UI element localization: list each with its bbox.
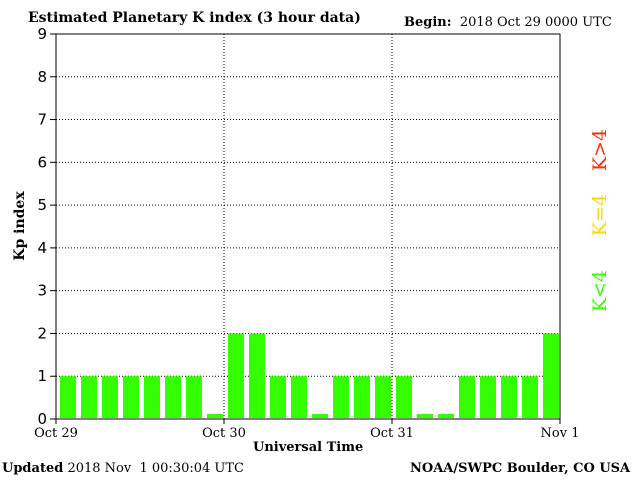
- x-tick-label: Oct 29: [34, 426, 78, 441]
- x-tick-label: Nov 1: [541, 426, 580, 441]
- y-tick-label: 3: [37, 282, 47, 300]
- kp-bar: [228, 333, 244, 418]
- y-tick-label: 7: [37, 111, 47, 129]
- kp-bar: [543, 333, 559, 418]
- begin-info: Begin: 2018 Oct 29 0000 UTC: [404, 15, 612, 30]
- kp-bar: [354, 376, 370, 418]
- kp-bar: [312, 414, 328, 418]
- y-tick-label: 5: [37, 196, 47, 214]
- legend-k-equal-4: K=4: [589, 193, 611, 237]
- y-tick-label: 6: [37, 153, 47, 171]
- chart-title: Estimated Planetary K index (3 hour data…: [28, 10, 361, 26]
- y-tick-label: 9: [37, 25, 47, 43]
- kp-bar: [144, 376, 160, 418]
- y-axis-ticks: 0 1 2 3 4 5 6 7 8 9: [37, 25, 56, 428]
- kp-bar: [375, 376, 391, 418]
- updated-info: Updated 2018 Nov 1 00:30:04 UTC: [2, 461, 244, 476]
- y-tick-label: 4: [37, 239, 47, 257]
- kp-bar: [438, 414, 454, 418]
- kp-bar: [207, 414, 223, 418]
- updated-value: 2018 Nov 1 00:30:04 UTC: [67, 461, 244, 476]
- y-tick-label: 8: [37, 68, 47, 86]
- y-tick-label: 0: [37, 410, 47, 428]
- legend-k-above-4: K>4: [589, 128, 611, 172]
- bars: [60, 333, 559, 418]
- kp-bar: [459, 376, 475, 418]
- x-tick-label: Oct 31: [370, 426, 414, 441]
- grid-lines: [56, 34, 560, 419]
- kp-bar: [165, 376, 181, 418]
- kp-bar: [102, 376, 118, 418]
- credit: NOAA/SWPC Boulder, CO USA: [410, 461, 631, 476]
- kp-bar: [123, 376, 139, 418]
- kp-bar: [291, 376, 307, 418]
- y-tick-label: 1: [37, 367, 47, 385]
- kp-bar: [270, 376, 286, 418]
- legend-k-below-4: K<4: [589, 269, 611, 313]
- kp-bar: [186, 376, 202, 418]
- kp-bar: [333, 376, 349, 418]
- y-axis-label: Kp index: [12, 191, 28, 261]
- begin-value: 2018 Oct 29 0000 UTC: [459, 15, 612, 30]
- kp-bar: [501, 376, 517, 418]
- kp-bar: [396, 376, 412, 418]
- plot-frame: [55, 33, 561, 420]
- updated-label: Updated: [2, 461, 64, 476]
- x-axis-label: Universal Time: [253, 440, 364, 455]
- begin-label: Begin:: [404, 15, 452, 30]
- x-axis-ticks: Oct 29 Oct 30 Oct 31 Nov 1: [34, 419, 579, 441]
- y-tick-label: 2: [37, 324, 47, 342]
- kp-bar: [249, 333, 265, 418]
- kp-bar: [81, 376, 97, 418]
- kp-bar: [522, 376, 538, 418]
- x-tick-label: Oct 30: [202, 426, 246, 441]
- kp-bar: [417, 414, 433, 418]
- kp-bar: [60, 376, 76, 418]
- kp-bar: [480, 376, 496, 418]
